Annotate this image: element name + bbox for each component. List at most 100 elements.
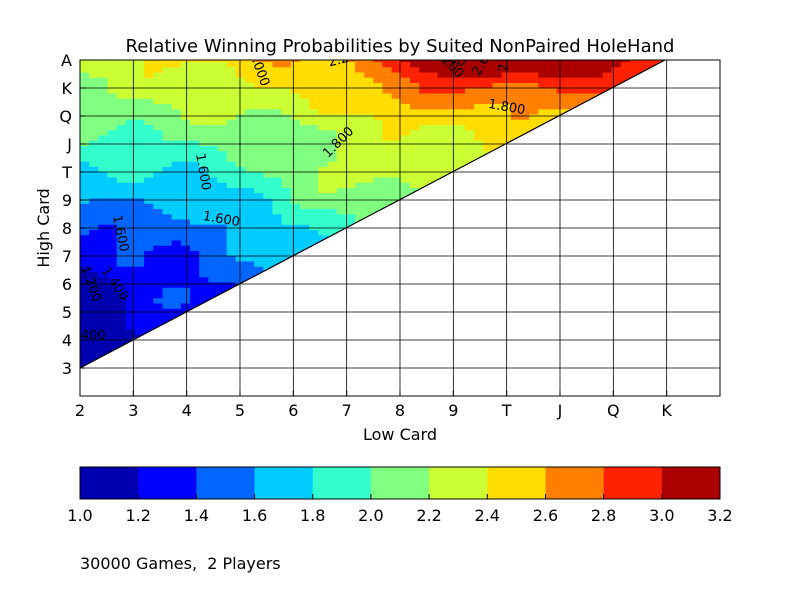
- heatmap-cell: [153, 71, 164, 78]
- heatmap-cell: [80, 266, 90, 272]
- heatmap-cell: [190, 171, 200, 178]
- heatmap-cell: [208, 77, 219, 83]
- heatmap-cell: [135, 224, 145, 230]
- heatmap-cell: [171, 302, 182, 309]
- heatmap-cell: [336, 171, 347, 178]
- heatmap-cell: [89, 245, 99, 251]
- heatmap-cell: [208, 203, 219, 209]
- heatmap-cell: [180, 129, 191, 136]
- heatmap-cell: [410, 82, 420, 89]
- heatmap-cell: [98, 203, 109, 209]
- heatmap-cell: [98, 60, 109, 62]
- heatmap-cell: [300, 60, 310, 62]
- heatmap-cell: [272, 82, 283, 89]
- heatmap-cell: [355, 87, 365, 94]
- heatmap-cell: [290, 150, 301, 157]
- heatmap-cell: [474, 77, 484, 83]
- heatmap-cell: [98, 145, 109, 152]
- heatmap-cell: [355, 203, 365, 209]
- heatmap-cell: [300, 129, 310, 136]
- heatmap-cell: [382, 92, 393, 99]
- heatmap-cell: [153, 250, 164, 257]
- heatmap-cell: [98, 313, 109, 320]
- heatmap-cell: [483, 87, 494, 94]
- heatmap-cell: [382, 98, 393, 104]
- heatmap-cell: [171, 66, 182, 73]
- heatmap-cell: [125, 218, 136, 225]
- heatmap-cell: [373, 140, 384, 146]
- heatmap-cell: [327, 218, 338, 225]
- heatmap-cell: [455, 61, 466, 68]
- heatmap-cell: [290, 60, 301, 62]
- heatmap-cell: [144, 276, 154, 283]
- heatmap-cell: [107, 66, 118, 73]
- heatmap-cell: [465, 61, 475, 68]
- heatmap-cell: [162, 176, 173, 183]
- heatmap-cell: [355, 119, 365, 125]
- heatmap-cell: [144, 103, 154, 110]
- heatmap-cell: [446, 92, 457, 99]
- heatmap-cell: [272, 229, 283, 236]
- heatmap-cell: [144, 176, 154, 183]
- heatmap-cell: [300, 108, 310, 115]
- heatmap-cell: [153, 171, 164, 178]
- heatmap-cell: [245, 245, 255, 251]
- heatmap-cell: [465, 150, 475, 157]
- heatmap-cell: [180, 71, 191, 78]
- heatmap-cell: [318, 140, 329, 146]
- heatmap-cell: [245, 176, 255, 183]
- heatmap-cell: [336, 119, 347, 125]
- heatmap-cell: [373, 192, 384, 199]
- heatmap-cell: [355, 145, 365, 152]
- heatmap-cell: [190, 182, 200, 188]
- heatmap-cell: [98, 339, 109, 346]
- heatmap-cell: [364, 82, 374, 89]
- heatmap-cell: [135, 318, 145, 325]
- heatmap-cell: [162, 140, 173, 146]
- heatmap-cell: [419, 71, 429, 78]
- heatmap-cell: [171, 61, 182, 68]
- heatmap-cell: [565, 98, 576, 104]
- heatmap-cell: [144, 182, 154, 188]
- heatmap-cell: [483, 61, 494, 68]
- heatmap-cell: [89, 218, 99, 225]
- heatmap-cell: [107, 292, 118, 299]
- heatmap-cell: [373, 129, 384, 136]
- heatmap-cell: [98, 182, 109, 188]
- heatmap-cell: [89, 77, 99, 83]
- heatmap-cell: [80, 302, 90, 309]
- heatmap-cell: [309, 124, 319, 131]
- heatmap-cell: [217, 187, 228, 194]
- heatmap-cell: [327, 98, 338, 104]
- heatmap-cell: [419, 150, 429, 157]
- heatmap-cell: [107, 108, 118, 115]
- heatmap-cell: [290, 192, 301, 199]
- heatmap-cell: [465, 92, 475, 99]
- heatmap-cell: [98, 234, 109, 241]
- heatmap-cell: [107, 77, 118, 83]
- heatmap-cell: [144, 129, 154, 136]
- heatmap-cell: [116, 323, 127, 330]
- heatmap-cell: [135, 203, 145, 209]
- heatmap-cell: [180, 119, 191, 125]
- heatmap-cell: [455, 124, 466, 131]
- heatmap-cell: [483, 66, 494, 73]
- heatmap-cell: [318, 145, 329, 152]
- heatmap-cell: [89, 355, 99, 362]
- heatmap-cell: [190, 176, 200, 183]
- heatmap-cell: [410, 66, 420, 73]
- heatmap-cell: [318, 77, 329, 83]
- heatmap-cell: [190, 239, 200, 246]
- x-tick-label: 2: [75, 401, 85, 420]
- heatmap-cell: [327, 171, 338, 178]
- heatmap-cell: [162, 229, 173, 236]
- heatmap-cell: [547, 60, 558, 62]
- heatmap-cell: [107, 308, 118, 314]
- heatmap-cell: [98, 255, 109, 262]
- heatmap-cell: [162, 234, 173, 241]
- heatmap-cell: [217, 108, 228, 115]
- heatmap-cell: [226, 60, 237, 62]
- heatmap-cell: [144, 239, 154, 246]
- heatmap-cell: [309, 239, 319, 246]
- heatmap-cell: [144, 260, 154, 267]
